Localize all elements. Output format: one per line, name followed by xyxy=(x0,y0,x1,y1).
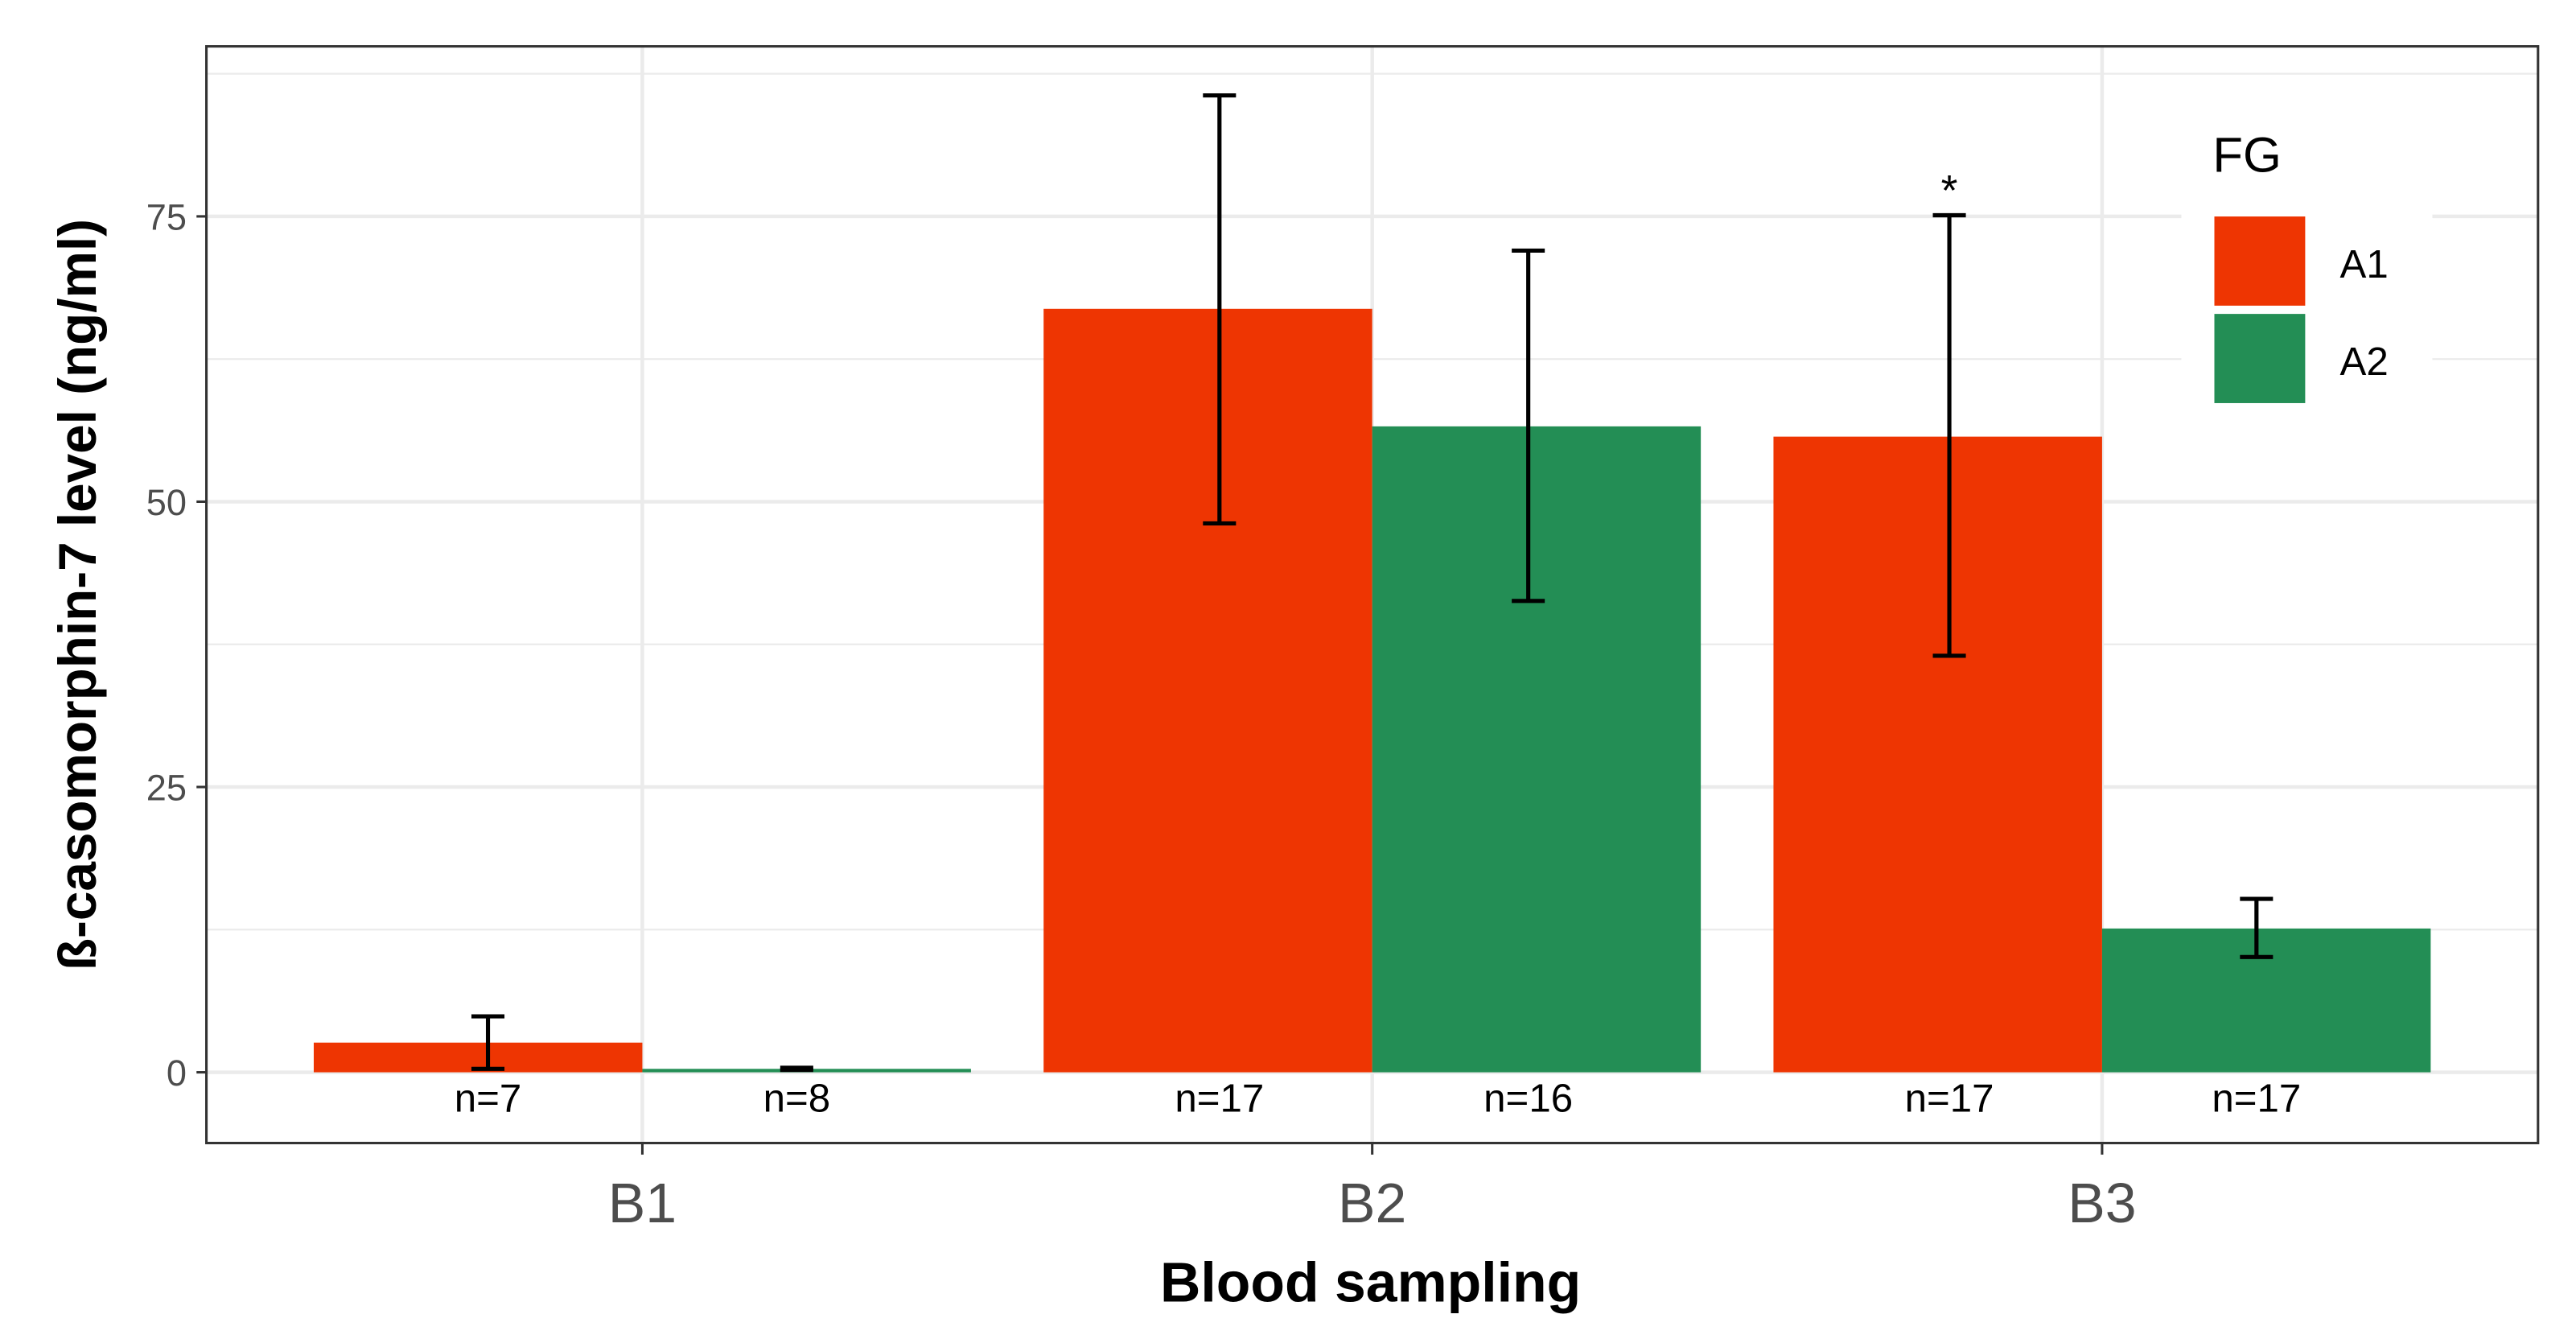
legend-title: FG xyxy=(2212,128,2282,183)
y-tick-label: 75 xyxy=(146,196,187,237)
y-tick-label: 0 xyxy=(167,1053,187,1094)
y-tick-label: 25 xyxy=(146,767,187,808)
error-bars: * xyxy=(471,93,2274,1073)
y-tick-label: 50 xyxy=(146,482,187,523)
legend-label-A2: A2 xyxy=(2339,340,2388,384)
bar-A1-B2 xyxy=(1043,308,1372,1073)
legend-key-A1 xyxy=(2214,216,2306,306)
x-tick-label: B2 xyxy=(1338,1172,1406,1234)
legend: FG A1 A2 xyxy=(2181,109,2433,433)
x-tick-label: B1 xyxy=(608,1172,677,1234)
significance-annotation: * xyxy=(1941,167,1958,215)
n-labels: n=7 n=17 n=17 n=8 n=16 n=17 xyxy=(455,1077,2302,1121)
legend-key-A2 xyxy=(2214,314,2306,403)
n-label: n=16 xyxy=(1483,1077,1573,1121)
axes: 0 25 50 75 B1 B2 B3 xyxy=(146,196,2137,1234)
x-axis-title: Blood sampling xyxy=(1160,1251,1581,1314)
n-label: n=17 xyxy=(2212,1077,2301,1121)
y-axis-title: ß-casomorphin-7 level (ng/ml) xyxy=(48,219,107,970)
bar-A2-B2 xyxy=(1372,426,1702,1073)
bar-A1-B3 xyxy=(1773,436,2102,1073)
bars xyxy=(313,308,2431,1073)
n-label: n=17 xyxy=(1905,1077,1994,1121)
bar-A2-B3 xyxy=(2101,928,2431,1073)
n-label: n=8 xyxy=(763,1077,831,1121)
n-label: n=17 xyxy=(1175,1077,1264,1121)
legend-label-A1: A1 xyxy=(2339,242,2388,286)
n-label: n=7 xyxy=(455,1077,522,1121)
x-tick-label: B3 xyxy=(2068,1172,2136,1234)
